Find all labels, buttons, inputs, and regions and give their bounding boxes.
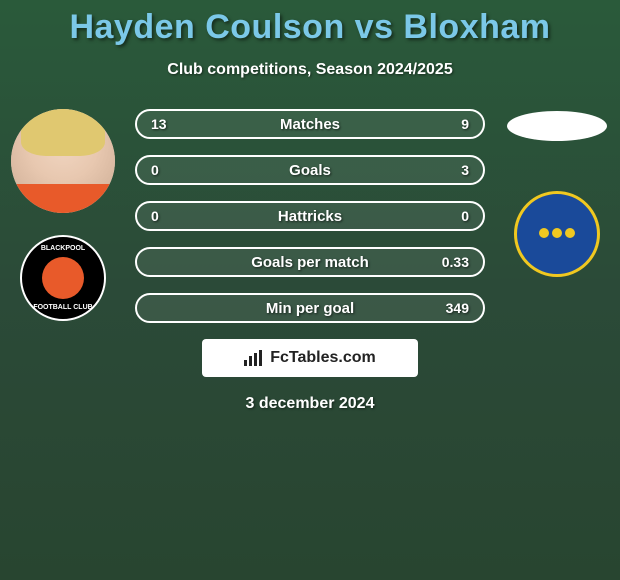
player-face-graphic [11,109,115,213]
badge-inner-graphic [42,257,85,300]
stat-right-value: 9 [433,116,469,132]
stat-row: Goals per match 0.33 [135,247,485,277]
player-left-photo [11,109,115,213]
page-title: Hayden Coulson vs Bloxham [0,0,620,47]
left-player-column: BLACKPOOL FOOTBALL CLUB [8,109,118,321]
stat-row: 0 Hattricks 0 [135,201,485,231]
club-badge-right [514,191,600,277]
stat-label: Goals per match [251,254,369,271]
comparison-content: BLACKPOOL FOOTBALL CLUB 13 Matches 9 0 G… [0,109,620,413]
stat-left-value: 0 [151,208,187,224]
subtitle: Club competitions, Season 2024/2025 [0,61,620,79]
club-badge-left: BLACKPOOL FOOTBALL CLUB [20,235,106,321]
player-right-photo-placeholder [507,111,607,141]
stat-left-value: 13 [151,116,187,132]
footer-brand-logo: FcTables.com [202,339,418,377]
stat-row: 0 Goals 3 [135,155,485,185]
stat-right-value: 349 [433,300,469,316]
stat-right-value: 3 [433,162,469,178]
stat-right-value: 0 [433,208,469,224]
badge-lions-graphic [537,228,577,246]
footer-brand-text: FcTables.com [270,349,376,367]
comparison-date: 3 december 2024 [0,395,620,413]
stats-table: 13 Matches 9 0 Goals 3 0 Hattricks 0 Goa… [135,109,485,323]
stat-label: Hattricks [278,208,342,225]
stat-label: Goals [289,162,331,179]
right-player-column [502,109,612,277]
stat-row: Min per goal 349 [135,293,485,323]
badge-text-bottom: FOOTBALL CLUB [22,304,104,311]
stat-label: Min per goal [266,300,354,317]
stat-right-value: 0.33 [433,254,469,270]
stat-row: 13 Matches 9 [135,109,485,139]
stat-label: Matches [280,116,340,133]
badge-text-top: BLACKPOOL [22,245,104,252]
chart-icon [244,350,264,366]
stat-left-value: 0 [151,162,187,178]
